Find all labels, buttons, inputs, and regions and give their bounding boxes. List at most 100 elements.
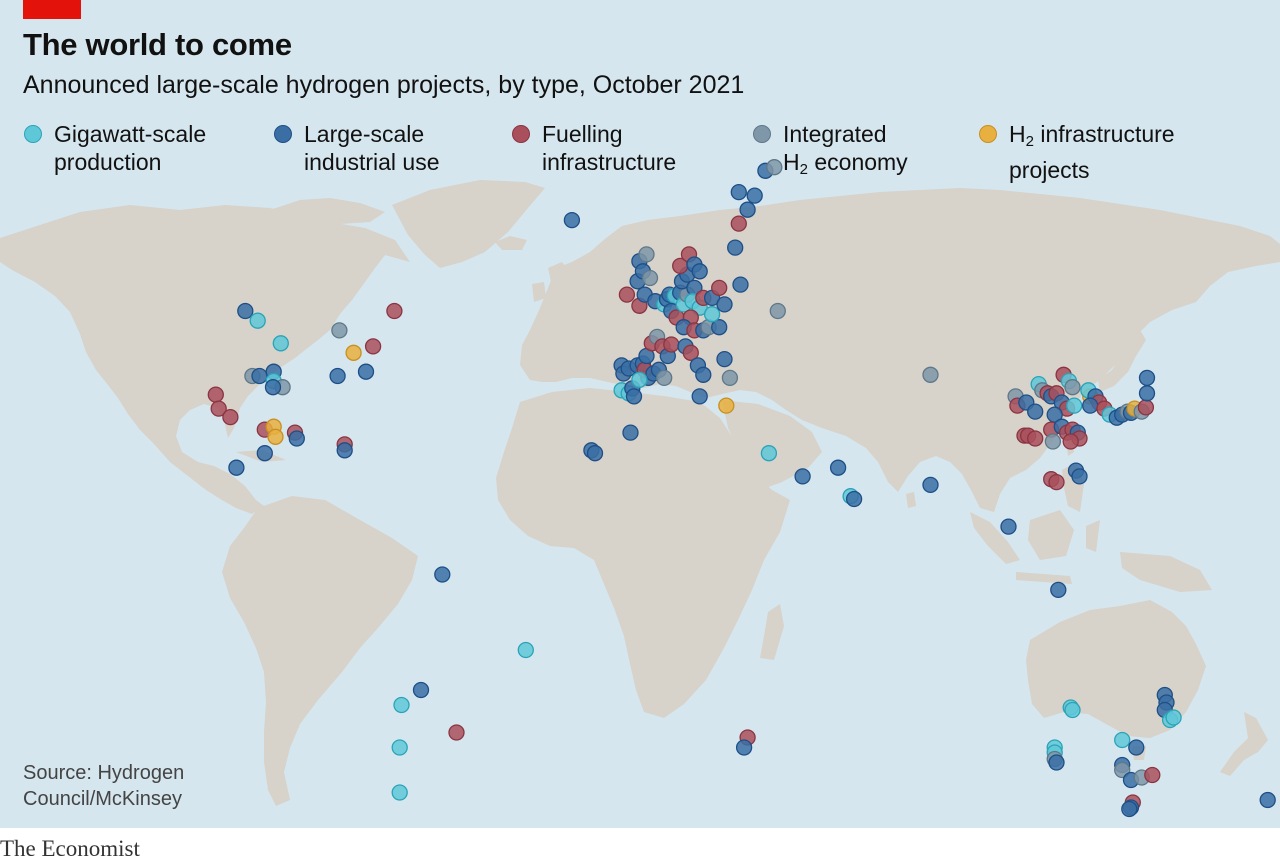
- project-dot-industrial: [1138, 369, 1156, 387]
- project-dot-industrial: [251, 367, 268, 385]
- project-dot-infrastructure: [718, 397, 735, 414]
- world-map: [0, 159, 1280, 818]
- project-dot-industrial: [691, 263, 708, 280]
- project-dot-industrial: [1071, 468, 1088, 485]
- land-java: [1016, 572, 1072, 584]
- land-new-guinea: [1120, 552, 1212, 592]
- project-dot-integrated: [766, 159, 783, 176]
- land-sri-lanka: [906, 492, 916, 508]
- legend-label-gigawatt: Gigawatt-scale production: [54, 121, 207, 175]
- project-dot-gigawatt: [272, 335, 289, 352]
- project-dot-industrial: [711, 319, 728, 336]
- project-dot-industrial: [735, 739, 753, 756]
- project-dot-gigawatt: [517, 641, 534, 659]
- economist-logo: The Economist: [0, 836, 140, 861]
- project-dot-gigawatt: [1066, 397, 1083, 414]
- project-dot-fuelling: [711, 279, 728, 297]
- project-dot-industrial: [256, 445, 273, 462]
- project-dot-gigawatt: [249, 312, 266, 329]
- chart-subtitle: Announced large-scale hydrogen projects,…: [23, 71, 745, 99]
- project-dot-industrial: [228, 459, 245, 476]
- chart-panel: The world to come Announced large-scale …: [0, 0, 1280, 828]
- project-dot-gigawatt: [760, 445, 778, 462]
- project-dot-industrial: [922, 476, 939, 494]
- project-dot-industrial: [1128, 739, 1145, 756]
- project-dot-industrial: [1000, 518, 1017, 535]
- land-borneo: [1028, 510, 1074, 560]
- project-dot-fuelling: [448, 724, 465, 741]
- project-dot-industrial: [1048, 754, 1065, 771]
- project-dot-industrial: [1138, 385, 1156, 402]
- project-dot-fuelling: [386, 302, 403, 320]
- legend-dot-integrated: [753, 125, 771, 143]
- legend-dot-fuelling: [512, 125, 530, 143]
- project-dot-industrial: [625, 388, 643, 405]
- project-dot-infrastructure: [345, 344, 362, 361]
- project-dot-integrated: [331, 322, 348, 339]
- land-ireland: [532, 282, 546, 302]
- legend-dot-gigawatt: [24, 125, 42, 143]
- project-dot-fuelling: [222, 408, 239, 426]
- project-dot-fuelling: [663, 336, 680, 353]
- source-note: Source: Hydrogen Council/McKinsey: [23, 762, 185, 810]
- project-dot-gigawatt: [703, 306, 721, 323]
- chart-title: The world to come: [23, 27, 292, 62]
- project-dot-industrial: [1046, 406, 1063, 423]
- land-new-zealand: [1220, 712, 1268, 776]
- project-dot-integrated: [656, 369, 673, 387]
- project-dot-integrated: [641, 269, 659, 287]
- project-dot-industrial: [1050, 581, 1067, 599]
- project-dot-fuelling: [1144, 766, 1161, 784]
- project-dot-integrated: [922, 366, 939, 383]
- project-dot-industrial: [727, 239, 744, 256]
- land-south-america: [222, 496, 418, 806]
- legend-label-industrial: Large-scale industrial use: [304, 121, 440, 175]
- project-dot-fuelling: [364, 338, 382, 355]
- project-dot-gigawatt: [391, 739, 408, 756]
- project-dot-fuelling: [207, 386, 224, 403]
- land-japan: [1098, 330, 1146, 392]
- land-arctic-islands: [270, 198, 385, 224]
- project-dot-industrial: [586, 445, 604, 462]
- project-dot-industrial: [732, 276, 749, 293]
- land-britain: [548, 262, 572, 306]
- project-dot-fuelling: [1062, 433, 1079, 450]
- land-greenland: [392, 180, 545, 268]
- project-dot-integrated: [1044, 433, 1062, 450]
- project-dot-industrial: [357, 363, 375, 380]
- legend-dot-industrial: [274, 125, 292, 143]
- project-dot-integrated: [638, 246, 655, 263]
- project-dot-fuelling: [730, 215, 747, 232]
- project-dot-integrated: [769, 302, 786, 320]
- land-sumatra: [970, 512, 1020, 564]
- project-dot-industrial: [1027, 403, 1044, 420]
- project-dot-industrial: [716, 296, 733, 313]
- project-dot-industrial: [1121, 800, 1138, 818]
- project-dot-industrial: [329, 367, 346, 385]
- land-iceland: [495, 236, 527, 250]
- project-dot-gigawatt: [393, 696, 410, 714]
- project-dot-integrated: [721, 369, 739, 387]
- project-dot-infrastructure: [267, 428, 284, 445]
- project-dot-fuelling: [1137, 399, 1155, 416]
- project-dot-industrial: [288, 430, 305, 447]
- project-dot-fuelling: [210, 400, 227, 417]
- project-dot-fuelling: [1027, 430, 1044, 447]
- legend-label-integrated: Integrated H2 economy: [783, 121, 908, 178]
- project-dot-gigawatt: [391, 784, 408, 801]
- project-dot-fuelling: [618, 286, 636, 303]
- project-dot-integrated: [1064, 379, 1081, 396]
- project-dot-industrial: [794, 468, 811, 485]
- legend-label-fuelling: Fuelling infrastructure: [542, 121, 677, 175]
- project-dot-industrial: [1259, 791, 1276, 809]
- land-africa: [496, 388, 790, 718]
- project-dot-gigawatt: [1165, 709, 1182, 726]
- land-eurasia: [520, 188, 1280, 512]
- project-dot-fuelling: [1048, 473, 1065, 491]
- project-dot-industrial: [691, 388, 708, 405]
- project-dot-industrial: [237, 302, 254, 320]
- project-dot-industrial: [739, 201, 756, 218]
- land-sulawesi: [1086, 520, 1100, 552]
- project-dots-layer: [207, 159, 1276, 818]
